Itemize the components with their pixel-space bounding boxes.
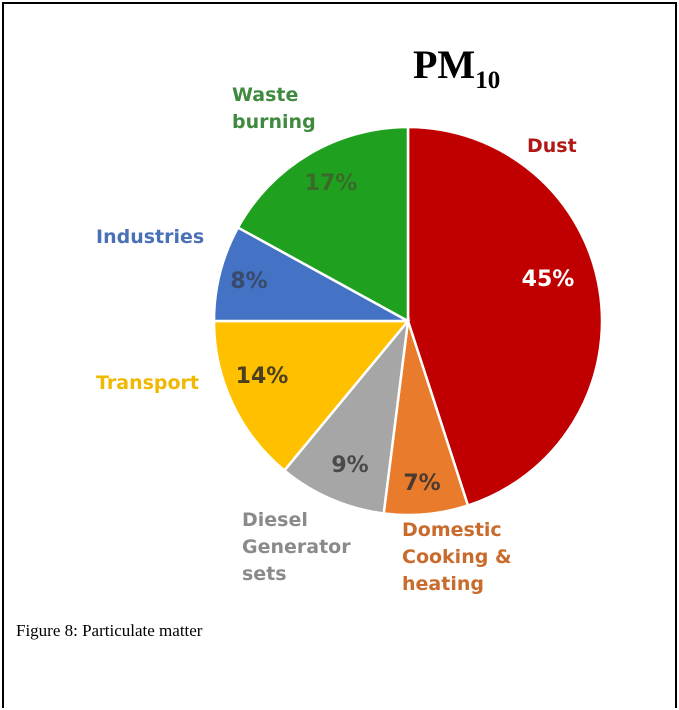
slice-label-domestic-cooking-heating: Domestic Cooking & heating [402, 519, 512, 595]
pie-slice-diesel-generator-sets [282, 316, 410, 515]
slice-percent-industries: 8% [230, 269, 267, 294]
slice-label-dust: Dust [527, 135, 577, 157]
pie-slice-dust [406, 125, 604, 508]
slice-percent-domestic-cooking-heating: 7% [403, 471, 440, 496]
slice-percent-dust: 45% [522, 267, 575, 292]
chart-title: PM10 [413, 42, 500, 94]
slice-percent-waste-burning: 17% [305, 171, 358, 196]
slice-label-industries: Industries [96, 226, 204, 248]
slice-label-transport: Transport [96, 372, 199, 394]
slice-percent-transport: 14% [236, 364, 289, 389]
pie-slice-transport [212, 319, 411, 473]
slice-label-waste-burning: Waste burning [232, 84, 316, 133]
slice-percent-diesel-generator-sets: 9% [331, 453, 368, 478]
pie-slice-waste-burning [236, 125, 410, 324]
slice-label-diesel-generator-sets: Diesel Generator sets [242, 509, 351, 585]
pie-slice-industries [212, 225, 409, 323]
figure-caption: Figure 8: Particulate matter [16, 621, 203, 640]
